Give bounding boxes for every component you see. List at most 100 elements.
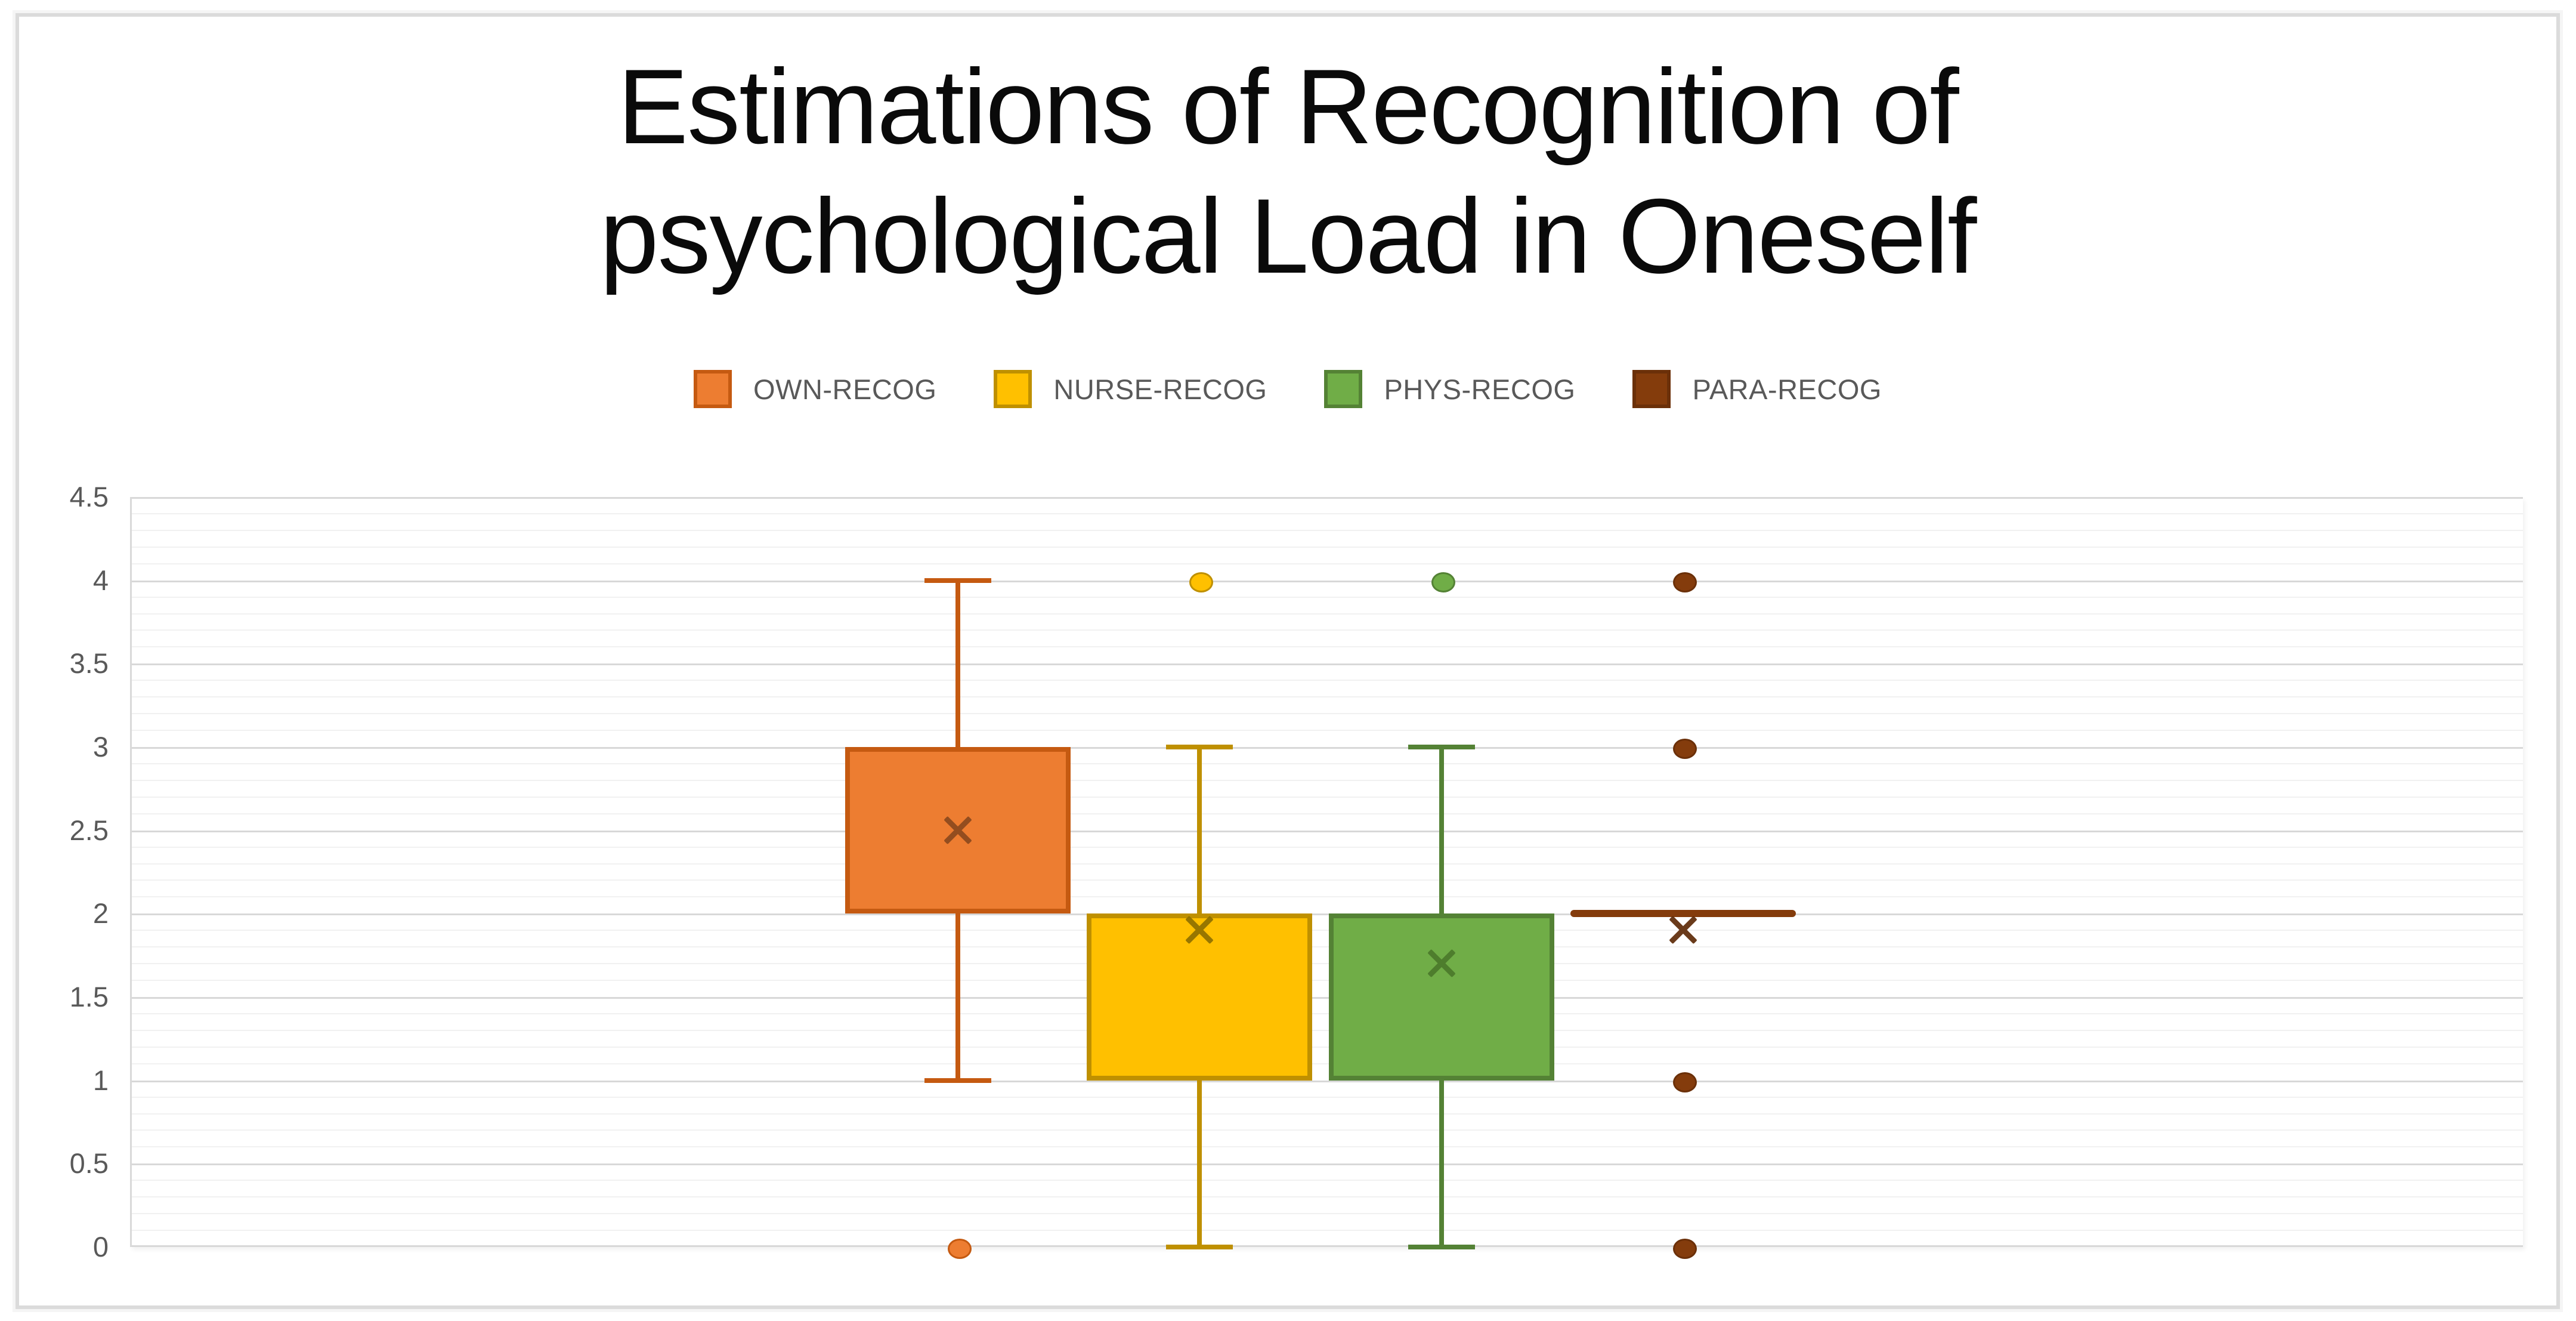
minor-gridline	[132, 1029, 2523, 1031]
mean-marker	[1424, 946, 1459, 981]
y-tick-label: 2.5	[69, 814, 109, 846]
upper-whisker-cap	[1166, 745, 1233, 749]
minor-gridline	[132, 680, 2523, 681]
outlier-dot	[1673, 739, 1697, 759]
legend-label: PHYS-RECOG	[1384, 373, 1576, 405]
legend-item-own-recog: OWN-RECOG	[694, 370, 936, 408]
minor-gridline	[132, 1046, 2523, 1048]
y-axis: 4.5 4 3.5 3 2.5 2 1.5 1 0.5 0	[19, 481, 109, 1263]
box-own-recog	[845, 747, 1071, 914]
y-tick-label: 2	[92, 897, 109, 930]
minor-gridline	[132, 613, 2523, 615]
chart-figure: Estimations of Recognition of psychologi…	[16, 13, 2560, 1309]
legend-label: OWN-RECOG	[753, 373, 937, 405]
major-gridline	[132, 1163, 2523, 1166]
minor-gridline	[132, 796, 2523, 798]
chart-title-line2: psychological Load in Oneself	[599, 177, 1977, 295]
chart-title-line1: Estimations of Recognition of	[617, 47, 1959, 166]
lower-whisker-cap	[924, 1078, 991, 1083]
legend-item-para-recog: PARA-RECOG	[1632, 370, 1882, 408]
y-tick-label: 4.5	[69, 481, 109, 513]
minor-gridline	[132, 863, 2523, 865]
major-gridline	[132, 1080, 2523, 1082]
y-tick-label: 0	[92, 1231, 109, 1263]
minor-gridline	[132, 1113, 2523, 1115]
outlier-dot	[1673, 572, 1697, 592]
lower-whisker-cap	[1408, 1245, 1475, 1249]
major-gridline	[132, 747, 2523, 749]
minor-gridline	[132, 546, 2523, 548]
minor-gridline	[132, 930, 2523, 931]
y-tick-label: 4	[92, 564, 109, 596]
y-tick-label: 1.5	[69, 981, 109, 1013]
minor-gridline	[132, 1196, 2523, 1198]
legend-swatch-icon	[694, 370, 732, 408]
minor-gridline	[132, 1063, 2523, 1064]
collapsed-box-para-recog	[1570, 910, 1796, 918]
plot-area	[130, 497, 2523, 1259]
outlier-dot	[1189, 572, 1213, 592]
upper-whisker	[1197, 747, 1202, 914]
minor-gridline	[132, 779, 2523, 781]
mean-marker	[1182, 913, 1217, 947]
minor-gridline	[132, 1096, 2523, 1098]
minor-gridline	[132, 730, 2523, 732]
minor-gridline	[132, 563, 2523, 564]
legend-label: PARA-RECOG	[1692, 373, 1882, 405]
major-gridline	[132, 913, 2523, 916]
legend: OWN-RECOG NURSE-RECOG PHYS-RECOG PARA-RECOG	[19, 368, 2556, 411]
box-phys-recog	[1329, 913, 1554, 1081]
legend-item-phys-recog: PHYS-RECOG	[1324, 370, 1575, 408]
minor-gridline	[132, 813, 2523, 814]
outlier-dot	[948, 1239, 972, 1259]
minor-gridline	[132, 1146, 2523, 1148]
minor-gridline	[132, 596, 2523, 598]
lower-whisker	[955, 913, 960, 1081]
legend-swatch-icon	[1632, 370, 1671, 408]
box-nurse-recog	[1087, 913, 1312, 1081]
minor-gridline	[132, 846, 2523, 848]
minor-gridline	[132, 879, 2523, 881]
major-gridline	[132, 663, 2523, 666]
minor-gridline	[132, 946, 2523, 948]
y-tick-label: 3.5	[69, 647, 109, 680]
minor-gridline	[132, 696, 2523, 698]
minor-gridline	[132, 713, 2523, 715]
upper-whisker-cap	[1408, 745, 1475, 749]
upper-whisker	[1439, 747, 1444, 914]
minor-gridline	[132, 1180, 2523, 1181]
lower-whisker	[1439, 1080, 1444, 1247]
minor-gridline	[132, 1230, 2523, 1232]
major-gridline	[132, 830, 2523, 832]
upper-whisker	[955, 580, 960, 747]
legend-swatch-icon	[994, 370, 1032, 408]
minor-gridline	[132, 1013, 2523, 1014]
outlier-dot	[1673, 1239, 1697, 1259]
minor-gridline	[132, 513, 2523, 514]
lower-whisker	[1197, 1080, 1202, 1247]
outlier-dot	[1673, 1072, 1697, 1092]
y-tick-label: 0.5	[69, 1147, 109, 1180]
minor-gridline	[132, 896, 2523, 898]
major-gridline	[132, 497, 2523, 499]
major-gridline	[132, 580, 2523, 582]
major-gridline	[132, 997, 2523, 999]
minor-gridline	[132, 980, 2523, 982]
upper-whisker-cap	[924, 578, 991, 583]
y-tick-label: 3	[92, 731, 109, 763]
minor-gridline	[132, 1129, 2523, 1131]
lower-whisker-cap	[1166, 1245, 1233, 1249]
legend-item-nurse-recog: NURSE-RECOG	[994, 370, 1267, 408]
minor-gridline	[132, 963, 2523, 965]
minor-gridline	[132, 629, 2523, 631]
mean-marker	[941, 813, 975, 848]
minor-gridline	[132, 529, 2523, 531]
chart-title: Estimations of Recognition of psychologi…	[19, 42, 2556, 301]
mean-marker	[1666, 913, 1700, 947]
outlier-dot	[1431, 572, 1455, 592]
legend-label: NURSE-RECOG	[1053, 373, 1267, 405]
major-gridline	[132, 1245, 2523, 1247]
minor-gridline	[132, 763, 2523, 764]
minor-gridline	[132, 646, 2523, 648]
